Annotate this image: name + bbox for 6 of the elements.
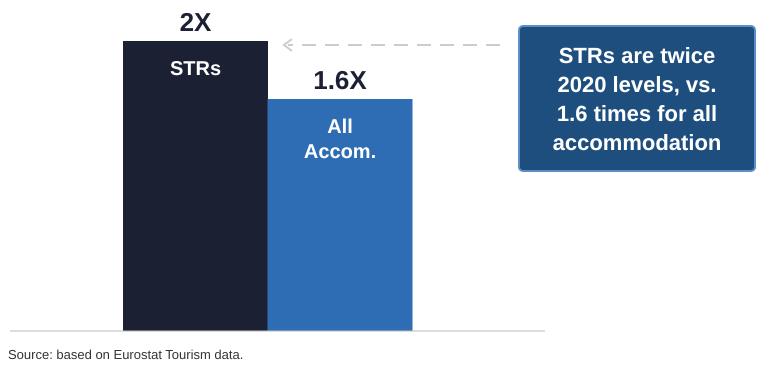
source-note: Source: based on Eurostat Tourism data. (8, 347, 244, 362)
x-tick-label: All Accom. (304, 116, 376, 163)
x-tick-label: STRs (170, 58, 222, 80)
data-label: 1.6X (313, 65, 368, 95)
data-label: 2X (180, 7, 212, 37)
text: STRs are twice 2020 levels, vs. 1.6 times for all accommodation (518, 25, 756, 172)
